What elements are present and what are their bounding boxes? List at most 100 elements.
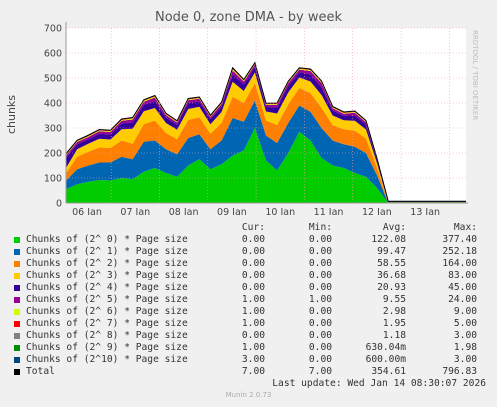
legend-min-value: 0.00 — [308, 318, 332, 329]
legend-swatch — [14, 273, 20, 279]
legend-cur-value: 0.00 — [241, 270, 265, 281]
x-tick-label: 13 Jan — [410, 207, 440, 215]
legend-max-value: 5.00 — [453, 318, 477, 329]
legend-min-value: 0.00 — [308, 306, 332, 317]
legend-max-value: 377.40 — [442, 234, 477, 245]
legend-max-value: 164.00 — [442, 258, 477, 269]
legend-swatch — [14, 261, 20, 267]
legend-cur-value: 3.00 — [241, 354, 265, 365]
rrdtool-credit: RRDTOOL / TOBI OETIKER — [471, 30, 479, 120]
legend-min-value: 7.00 — [308, 366, 332, 377]
x-tick-label: 10 Jan — [265, 207, 295, 215]
legend-avg-value: 58.55 — [377, 258, 406, 269]
legend-header-avg: Avg: — [382, 222, 406, 233]
x-tick-label: 07 Jan — [120, 207, 150, 215]
y-tick-label: 300 — [44, 124, 62, 135]
legend-avg-value: 600.00m — [365, 354, 406, 365]
x-tick-label: 11 Jan — [314, 207, 344, 215]
legend-series-name: Total — [26, 366, 55, 377]
legend-avg-value: 9.55 — [382, 294, 406, 305]
legend-max-value: 83.00 — [448, 270, 477, 281]
legend-series-name: Chunks of (2^ 7) * Page size — [26, 318, 188, 329]
legend-series-name: Chunks of (2^ 6) * Page size — [26, 306, 188, 317]
y-tick-label: 0 — [56, 199, 62, 210]
legend-max-value: 3.00 — [453, 330, 477, 341]
y-tick-label: 400 — [44, 99, 62, 110]
legend-cur-value: 7.00 — [241, 366, 265, 377]
x-tick-label: 09 Jan — [217, 207, 247, 215]
y-tick-label: 500 — [44, 74, 62, 85]
legend-min-value: 0.00 — [308, 234, 332, 245]
legend-max-value: 24.00 — [448, 294, 477, 305]
legend-avg-value: 1.95 — [382, 318, 406, 329]
legend-max-value: 1.98 — [453, 342, 477, 353]
total-line — [65, 61, 466, 202]
legend-series-name: Chunks of (2^ 5) * Page size — [26, 294, 188, 305]
legend-swatch — [14, 333, 20, 339]
rrdtool-credit-text: RRDTOOL / TOBI OETIKER — [471, 30, 479, 120]
legend-avg-value: 122.08 — [371, 234, 406, 245]
x-tick-label: 08 Jan — [169, 207, 199, 215]
legend-cur-value: 1.00 — [241, 306, 265, 317]
y-tick-label: 200 — [44, 149, 62, 160]
chart-svg: 0 100 200 300 400 500 600 700 06 Jan 07 Jan 08 Jan… — [44, 22, 468, 215]
legend-min-value: 0.00 — [308, 282, 332, 293]
legend-avg-value: 20.93 — [377, 282, 406, 293]
y-tick-label: 600 — [44, 49, 62, 60]
munin-version: Munin 2.0.73 — [225, 391, 272, 399]
y-tick-label: 100 — [44, 174, 62, 185]
legend-cur-value: 0.00 — [241, 246, 265, 257]
legend-cur-value: 1.00 — [241, 294, 265, 305]
legend-min-value: 0.00 — [308, 354, 332, 365]
legend-header-min: Min: — [308, 222, 332, 233]
legend-swatch — [14, 357, 20, 363]
legend-series-name: Chunks of (2^10) * Page size — [26, 354, 188, 365]
series-area-0 — [66, 128, 466, 203]
legend-series-name: Chunks of (2^ 4) * Page size — [26, 282, 188, 293]
legend-min-value: 0.00 — [308, 258, 332, 269]
legend-min-value: 1.00 — [308, 294, 332, 305]
legend-cur-value: 1.00 — [241, 342, 265, 353]
legend-avg-value: 99.47 — [377, 246, 406, 257]
legend-series-name: Chunks of (2^ 3) * Page size — [26, 270, 188, 281]
legend-series-name: Chunks of (2^ 9) * Page size — [26, 342, 188, 353]
legend-header-max: Max: — [453, 222, 477, 233]
chart-title: Node 0, zone DMA - by week — [154, 10, 343, 25]
legend-swatch — [14, 369, 20, 375]
legend-swatch — [14, 309, 20, 315]
legend-avg-value: 1.18 — [382, 330, 406, 341]
legend-cur-value: 0.00 — [241, 234, 265, 245]
legend-swatch — [14, 297, 20, 303]
y-tick-label: 700 — [44, 24, 62, 35]
legend-min-value: 0.00 — [308, 270, 332, 281]
legend-cur-value: 0.00 — [241, 258, 265, 269]
x-tick-label: 06 Jan — [72, 207, 102, 215]
legend-max-value: 45.00 — [448, 282, 477, 293]
series-area-1 — [66, 100, 466, 203]
legend-swatch — [14, 237, 20, 243]
x-tick-label: 12 Jan — [362, 207, 392, 215]
legend-max-value: 3.00 — [453, 354, 477, 365]
legend-swatch — [14, 285, 20, 291]
legend-max-value: 796.83 — [442, 366, 477, 377]
legend-swatch — [14, 345, 20, 351]
legend-series-name: Chunks of (2^ 2) * Page size — [26, 258, 188, 269]
legend-avg-value: 354.61 — [371, 366, 406, 377]
legend-avg-value: 2.98 — [382, 306, 406, 317]
legend-max-value: 252.18 — [442, 246, 477, 257]
legend-cur-value: 1.00 — [241, 318, 265, 329]
last-update: Last update: Wed Jan 14 08:30:07 2026 — [272, 378, 486, 389]
legend-series-name: Chunks of (2^ 0) * Page size — [26, 234, 188, 245]
legend-avg-value: 630.04m — [365, 342, 406, 353]
legend-series-name: Chunks of (2^ 1) * Page size — [26, 246, 188, 257]
legend-header-cur: Cur: — [241, 222, 265, 233]
legend-min-value: 0.00 — [308, 330, 332, 341]
legend-min-value: 0.00 — [308, 342, 332, 353]
legend-cur-value: 0.00 — [241, 282, 265, 293]
legend-max-value: 9.00 — [453, 306, 477, 317]
legend-swatch — [14, 249, 20, 255]
legend-min-value: 0.00 — [308, 246, 332, 257]
legend-swatch — [14, 321, 20, 327]
legend-series-name: Chunks of (2^ 8) * Page size — [26, 330, 188, 341]
